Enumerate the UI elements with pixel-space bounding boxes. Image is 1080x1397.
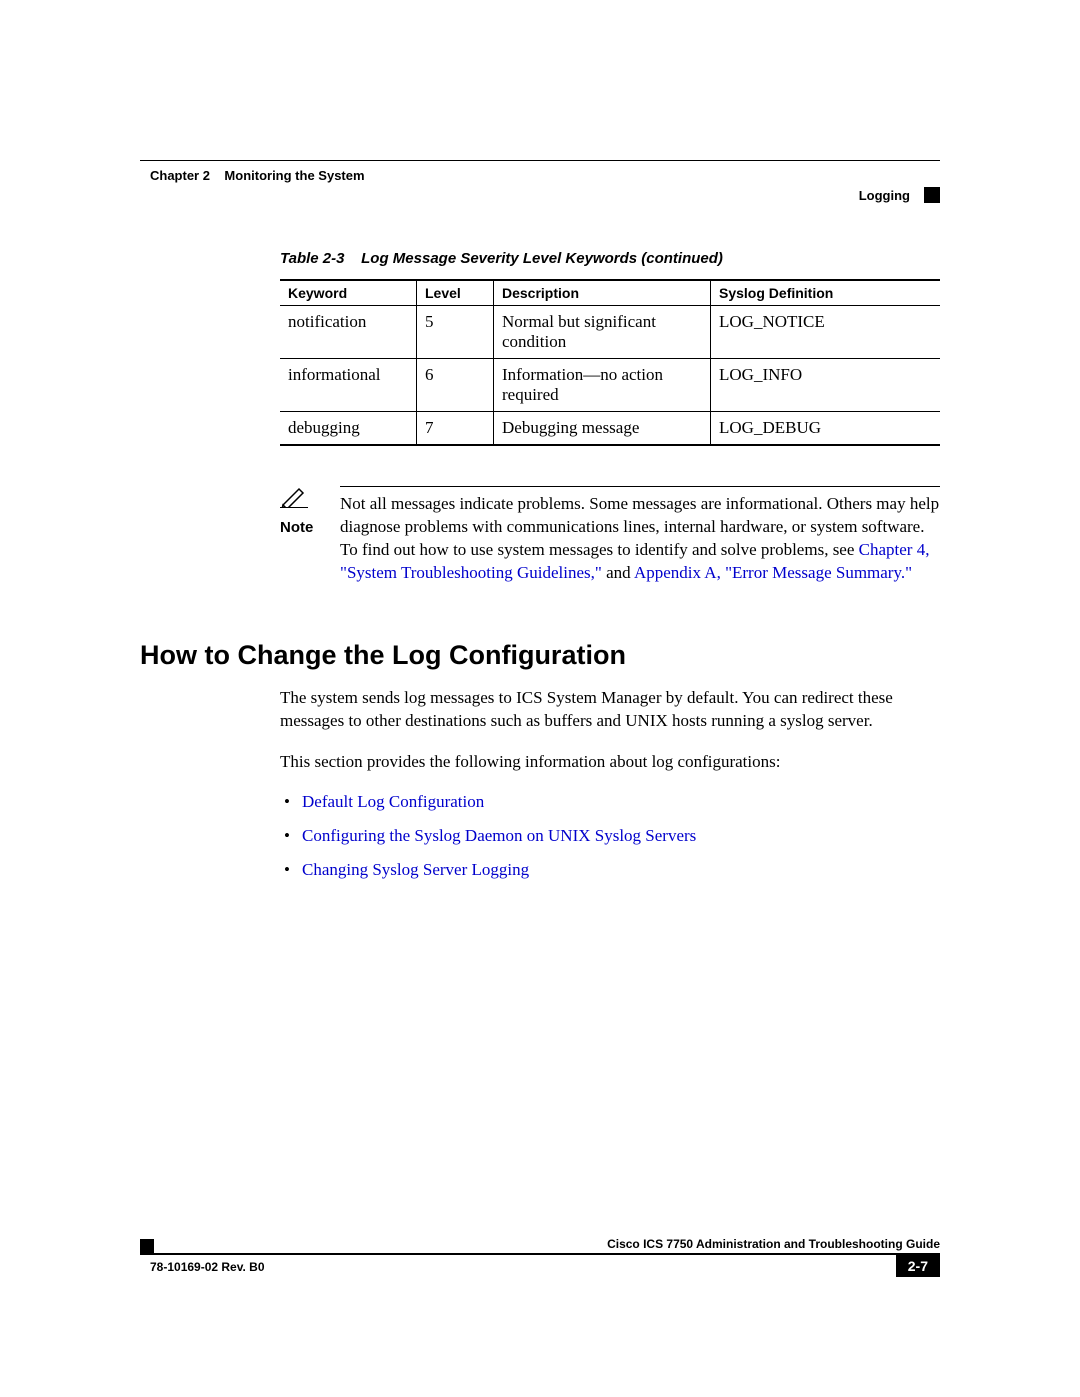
header-chapter: Chapter 2 Monitoring the System (150, 168, 365, 183)
col-keyword: Keyword (280, 280, 417, 306)
link-appendix-a[interactable]: Appendix A, "Error Message Summary." (634, 563, 912, 582)
caption-text: Log Message Severity Level Keywords (con… (361, 250, 723, 267)
cell-syslog: LOG_NOTICE (711, 306, 941, 359)
list-item: Changing Syslog Server Logging (302, 860, 940, 880)
cell-desc: Normal but significant condition (494, 306, 711, 359)
col-description: Description (494, 280, 711, 306)
table-row: debugging 7 Debugging message LOG_DEBUG (280, 412, 940, 446)
cell-syslog: LOG_INFO (711, 359, 941, 412)
header-marker-box (924, 187, 940, 203)
content-area: Table 2-3 Log Message Severity Level Key… (140, 250, 940, 897)
note-text-pre: Not all messages indicate problems. Some… (340, 494, 939, 559)
body-para-2: This section provides the following info… (280, 751, 940, 774)
caption-prefix: Table 2-3 (280, 250, 344, 267)
footer-guide-title: Cisco ICS 7750 Administration and Troubl… (140, 1237, 940, 1255)
link-list: Default Log Configuration Configuring th… (280, 792, 940, 880)
list-item: Default Log Configuration (302, 792, 940, 812)
cell-level: 6 (417, 359, 494, 412)
severity-table: Keyword Level Description Syslog Definit… (280, 279, 940, 446)
table-caption: Table 2-3 Log Message Severity Level Key… (280, 250, 940, 267)
table-row: informational 6 Information—no action re… (280, 359, 940, 412)
link-changing-syslog[interactable]: Changing Syslog Server Logging (302, 860, 529, 879)
note-mid: and (602, 563, 634, 582)
header-section: Logging (859, 188, 910, 203)
chapter-label: Chapter 2 (150, 168, 210, 183)
page: Chapter 2 Monitoring the System Logging … (0, 0, 1080, 1397)
header-rule (140, 160, 940, 161)
note-label: Note (280, 517, 340, 536)
col-syslog: Syslog Definition (711, 280, 941, 306)
col-level: Level (417, 280, 494, 306)
cell-keyword: notification (280, 306, 417, 359)
cell-keyword: debugging (280, 412, 417, 446)
pencil-icon (280, 486, 340, 513)
chapter-title: Monitoring the System (224, 168, 364, 183)
link-default-log[interactable]: Default Log Configuration (302, 792, 484, 811)
cell-level: 5 (417, 306, 494, 359)
list-item: Configuring the Syslog Daemon on UNIX Sy… (302, 826, 940, 846)
body-para-1: The system sends log messages to ICS Sys… (280, 687, 940, 733)
cell-desc: Debugging message (494, 412, 711, 446)
footer: Cisco ICS 7750 Administration and Troubl… (140, 1237, 940, 1277)
table-row: notification 5 Normal but significant co… (280, 306, 940, 359)
cell-level: 7 (417, 412, 494, 446)
table-header-row: Keyword Level Description Syslog Definit… (280, 280, 940, 306)
cell-syslog: LOG_DEBUG (711, 412, 941, 446)
page-number: 2-7 (896, 1255, 940, 1277)
footer-rev: 78-10169-02 Rev. B0 (140, 1257, 265, 1274)
link-syslog-daemon[interactable]: Configuring the Syslog Daemon on UNIX Sy… (302, 826, 696, 845)
section-heading: How to Change the Log Configuration (140, 640, 940, 671)
note-body: Not all messages indicate problems. Some… (340, 486, 940, 585)
cell-keyword: informational (280, 359, 417, 412)
cell-desc: Information—no action required (494, 359, 711, 412)
footer-bottom: 78-10169-02 Rev. B0 2-7 (140, 1257, 940, 1277)
note-block: Note Not all messages indicate problems.… (280, 486, 940, 585)
